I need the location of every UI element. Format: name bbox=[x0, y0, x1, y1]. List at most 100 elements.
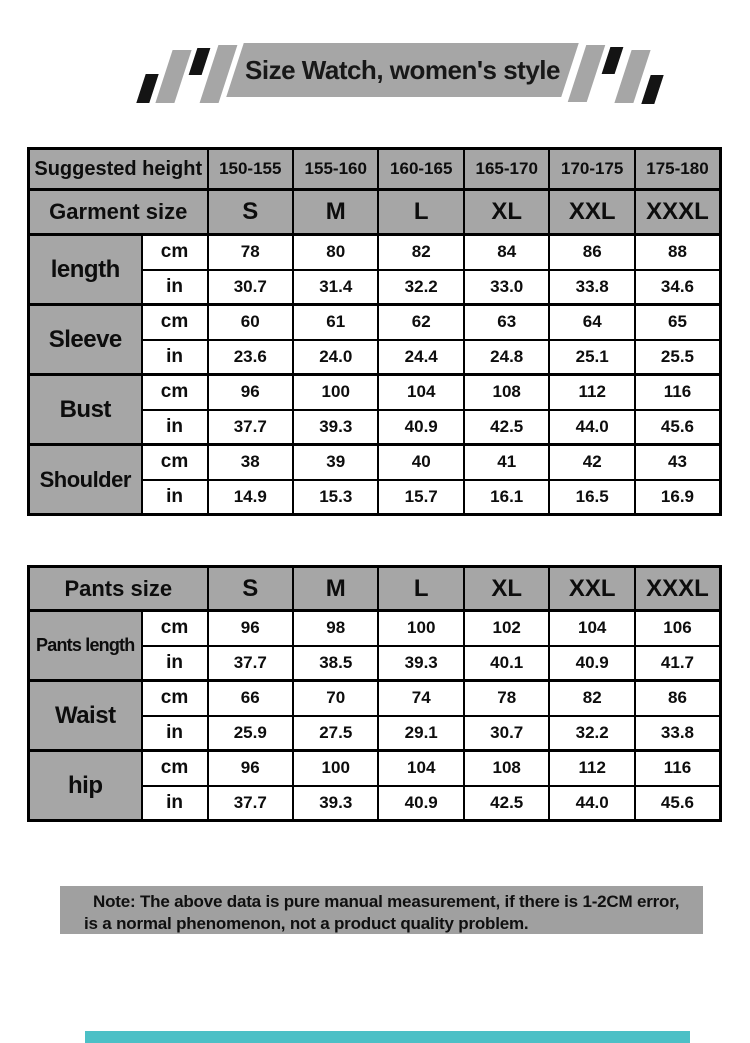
suggested-height-row: Suggested height 150-155 155-160 160-165… bbox=[27, 147, 722, 191]
height-cell: 160-165 bbox=[377, 147, 465, 191]
slash-bar-icon bbox=[136, 74, 159, 103]
value-cell: 25.5 bbox=[633, 338, 722, 376]
unit-cell: cm bbox=[140, 373, 209, 411]
value-cell: 104 bbox=[377, 373, 465, 411]
value-cell: 38.5 bbox=[291, 644, 380, 682]
value-cell: 40.9 bbox=[377, 784, 465, 822]
value-cell: 112 bbox=[548, 373, 636, 411]
row-label-cell: Bust bbox=[27, 373, 143, 446]
value-cell: 30.7 bbox=[206, 268, 295, 306]
sleeve-cm-row: Sleeve cm 60 61 62 63 64 65 bbox=[27, 303, 722, 376]
garment-size-table: Suggested height 150-155 155-160 160-165… bbox=[27, 147, 722, 516]
header-banner-row: Size Watch, women's style bbox=[0, 0, 750, 130]
value-cell: 64 bbox=[548, 303, 636, 341]
unit-cell: in bbox=[140, 644, 209, 682]
value-cell: 84 bbox=[462, 233, 551, 271]
value-cell: 31.4 bbox=[291, 268, 380, 306]
size-cell: XXL bbox=[548, 188, 636, 236]
value-cell: 102 bbox=[462, 609, 551, 647]
value-cell: 63 bbox=[462, 303, 551, 341]
hip-cm-row: hip cm 96 100 104 108 112 116 bbox=[27, 749, 722, 822]
value-cell: 116 bbox=[633, 749, 722, 787]
unit-cell: cm bbox=[140, 609, 209, 647]
shoulder-cm-row: Shoulder cm 38 39 40 41 42 43 bbox=[27, 443, 722, 516]
value-cell: 37.7 bbox=[206, 644, 295, 682]
size-cell: XXL bbox=[548, 565, 636, 612]
value-cell: 82 bbox=[377, 233, 465, 271]
value-cell: 23.6 bbox=[206, 338, 295, 376]
value-cell: 86 bbox=[633, 679, 722, 717]
value-cell: 65 bbox=[633, 303, 722, 341]
value-cell: 40.1 bbox=[462, 644, 551, 682]
slash-bar-icon bbox=[188, 48, 211, 75]
bust-in-row: in 37.7 39.3 40.9 42.5 44.0 45.6 bbox=[29, 408, 722, 446]
size-cell: XXXL bbox=[633, 188, 722, 236]
value-cell: 45.6 bbox=[633, 784, 722, 822]
suggested-height-label: Suggested height bbox=[27, 147, 209, 191]
value-cell: 86 bbox=[548, 233, 636, 271]
bust-cm-row: Bust cm 96 100 104 108 112 116 bbox=[27, 373, 722, 446]
value-cell: 39.3 bbox=[377, 644, 465, 682]
value-cell: 34.6 bbox=[633, 268, 722, 306]
value-cell: 108 bbox=[462, 373, 551, 411]
unit-cell: in bbox=[140, 408, 209, 446]
garment-size-label: Garment size bbox=[27, 188, 209, 236]
value-cell: 96 bbox=[206, 749, 295, 787]
value-cell: 112 bbox=[548, 749, 636, 787]
value-cell: 100 bbox=[291, 749, 380, 787]
value-cell: 100 bbox=[291, 373, 380, 411]
value-cell: 24.8 bbox=[462, 338, 551, 376]
value-cell: 16.5 bbox=[548, 478, 636, 516]
unit-cell: cm bbox=[140, 233, 209, 271]
row-label-cell: length bbox=[27, 233, 143, 306]
size-cell: M bbox=[291, 565, 380, 612]
value-cell: 116 bbox=[633, 373, 722, 411]
pants-length-in-row: in 37.7 38.5 39.3 40.1 40.9 41.7 bbox=[29, 644, 722, 682]
unit-cell: in bbox=[140, 478, 209, 516]
value-cell: 104 bbox=[548, 609, 636, 647]
unit-cell: cm bbox=[140, 679, 209, 717]
value-cell: 42.5 bbox=[462, 784, 551, 822]
value-cell: 38 bbox=[206, 443, 295, 481]
length-in-row: in 30.7 31.4 32.2 33.0 33.8 34.6 bbox=[29, 268, 722, 306]
value-cell: 70 bbox=[291, 679, 380, 717]
value-cell: 80 bbox=[291, 233, 380, 271]
waist-in-row: in 25.9 27.5 29.1 30.7 32.2 33.8 bbox=[29, 714, 722, 752]
value-cell: 42 bbox=[548, 443, 636, 481]
value-cell: 108 bbox=[462, 749, 551, 787]
note-line-2: is a normal phenomenon, not a product qu… bbox=[84, 914, 529, 934]
note-line-1: Note: The above data is pure manual meas… bbox=[93, 892, 680, 911]
value-cell: 78 bbox=[206, 233, 295, 271]
value-cell: 33.8 bbox=[633, 714, 722, 752]
size-cell: XXXL bbox=[633, 565, 722, 612]
pants-length-cm-row: Pants length cm 96 98 100 102 104 106 bbox=[27, 609, 722, 682]
value-cell: 45.6 bbox=[633, 408, 722, 446]
unit-cell: in bbox=[140, 784, 209, 822]
row-label-cell: Shoulder bbox=[27, 443, 143, 516]
value-cell: 60 bbox=[206, 303, 295, 341]
unit-cell: in bbox=[140, 268, 209, 306]
length-cm-row: length cm 78 80 82 84 86 88 bbox=[27, 233, 722, 306]
value-cell: 14.9 bbox=[206, 478, 295, 516]
value-cell: 74 bbox=[377, 679, 465, 717]
slash-bar-icon bbox=[641, 75, 664, 104]
value-cell: 32.2 bbox=[377, 268, 465, 306]
value-cell: 96 bbox=[206, 373, 295, 411]
value-cell: 41.7 bbox=[633, 644, 722, 682]
pants-size-row: Pants size S M L XL XXL XXXL bbox=[27, 565, 722, 612]
value-cell: 106 bbox=[633, 609, 722, 647]
size-cell: L bbox=[377, 188, 465, 236]
sleeve-in-row: in 23.6 24.0 24.4 24.8 25.1 25.5 bbox=[29, 338, 722, 376]
value-cell: 44.0 bbox=[548, 408, 636, 446]
value-cell: 39 bbox=[291, 443, 380, 481]
value-cell: 39.3 bbox=[291, 784, 380, 822]
value-cell: 40.9 bbox=[377, 408, 465, 446]
size-cell: XL bbox=[462, 565, 551, 612]
value-cell: 24.0 bbox=[291, 338, 380, 376]
height-cell: 175-180 bbox=[633, 147, 722, 191]
value-cell: 30.7 bbox=[462, 714, 551, 752]
value-cell: 43 bbox=[633, 443, 722, 481]
value-cell: 16.9 bbox=[633, 478, 722, 516]
slash-bar-icon bbox=[601, 47, 624, 74]
value-cell: 33.8 bbox=[548, 268, 636, 306]
